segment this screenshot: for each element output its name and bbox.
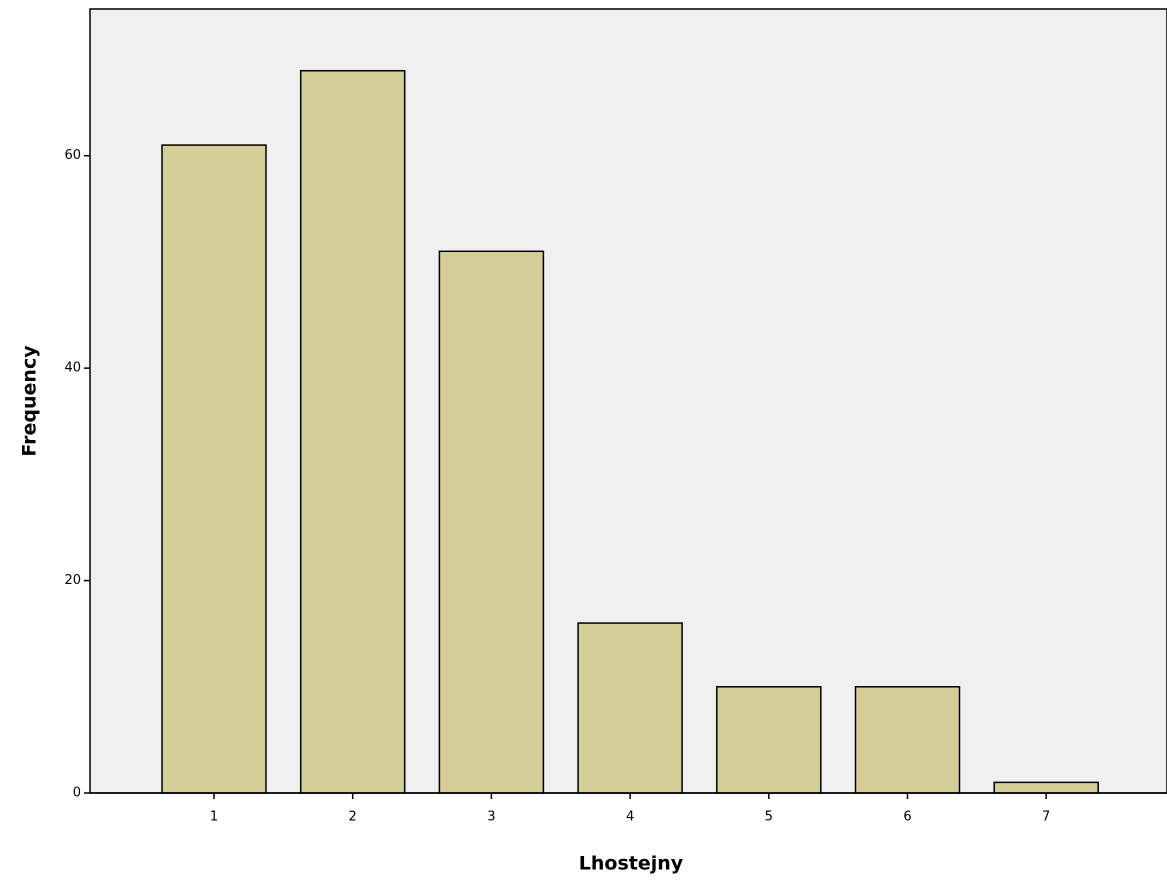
bar (854, 686, 961, 794)
x-tick-label: 1 (210, 810, 218, 825)
x-tick-label: 7 (1042, 810, 1050, 825)
x-tick-label: 3 (487, 810, 495, 825)
y-tick-label: 0 (73, 786, 81, 801)
x-tick-label: 6 (903, 810, 911, 825)
y-tick-label: 60 (64, 148, 81, 163)
bar (716, 686, 822, 794)
x-tick-label: 5 (765, 810, 773, 825)
y-axis-title: Frequency (19, 345, 41, 457)
bar (299, 69, 406, 794)
bar (577, 622, 683, 794)
x-tick-label: 4 (626, 810, 634, 825)
y-tick-label: 20 (64, 573, 81, 588)
x-tick-label: 2 (349, 810, 357, 825)
x-axis-title: Lhostejny (579, 853, 684, 875)
bar (161, 144, 267, 794)
y-tick-label: 40 (64, 361, 81, 376)
bar (993, 781, 1099, 794)
bar (438, 250, 545, 794)
